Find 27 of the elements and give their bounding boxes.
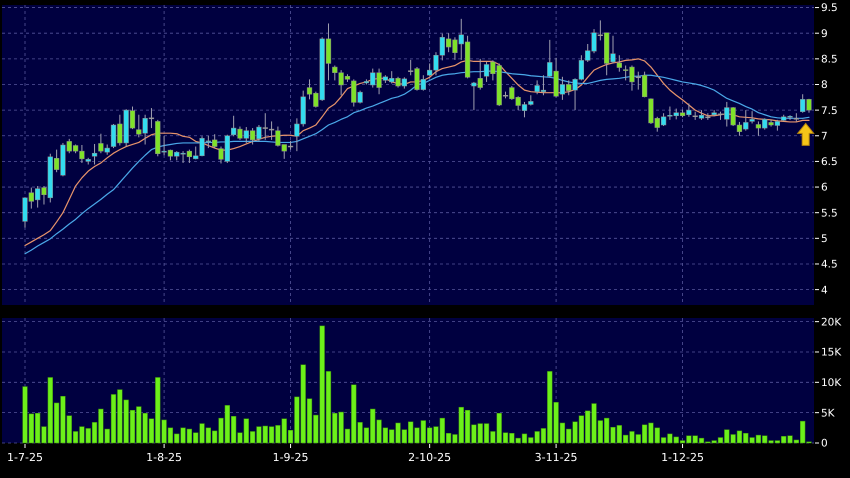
y-tick-label: 6.5 [821, 156, 838, 168]
y-tick-label: 7 [821, 130, 828, 142]
y-tick-label: 9.5 [821, 2, 838, 14]
y-tick-label: 8 [821, 79, 828, 92]
x-tick-label: 1-7-25 [7, 451, 43, 464]
y-tick-label: 5K [821, 407, 836, 420]
candlestick [749, 110, 755, 124]
x-tick-label: 1-9-25 [272, 451, 309, 464]
y-tick-label: 20K [821, 316, 842, 328]
y-tick-label: 4 [821, 284, 828, 296]
y-tick-label: 5 [821, 233, 828, 246]
x-tick-label: 2-10-25 [408, 451, 452, 464]
candlestick [616, 54, 622, 72]
y-tick-label: 15K [821, 346, 842, 359]
y-tick-label: 5.5 [821, 207, 838, 220]
candlestick [268, 120, 274, 140]
y-tick-label: 8.5 [821, 54, 838, 66]
x-tick-label: 1-8-25 [146, 451, 182, 464]
x-tick-label: 3-11-25 [534, 451, 578, 464]
y-tick-label: 6 [821, 182, 828, 194]
y-tick-label: 10K [821, 376, 842, 389]
y-tick-label: 7.5 [821, 104, 838, 117]
y-tick-label: 4.5 [821, 258, 838, 271]
y-tick-label: 0 [821, 438, 828, 450]
x-tick-label: 1-12-25 [661, 451, 704, 464]
candlestick [92, 143, 98, 165]
y-tick-label: 9 [821, 28, 828, 40]
